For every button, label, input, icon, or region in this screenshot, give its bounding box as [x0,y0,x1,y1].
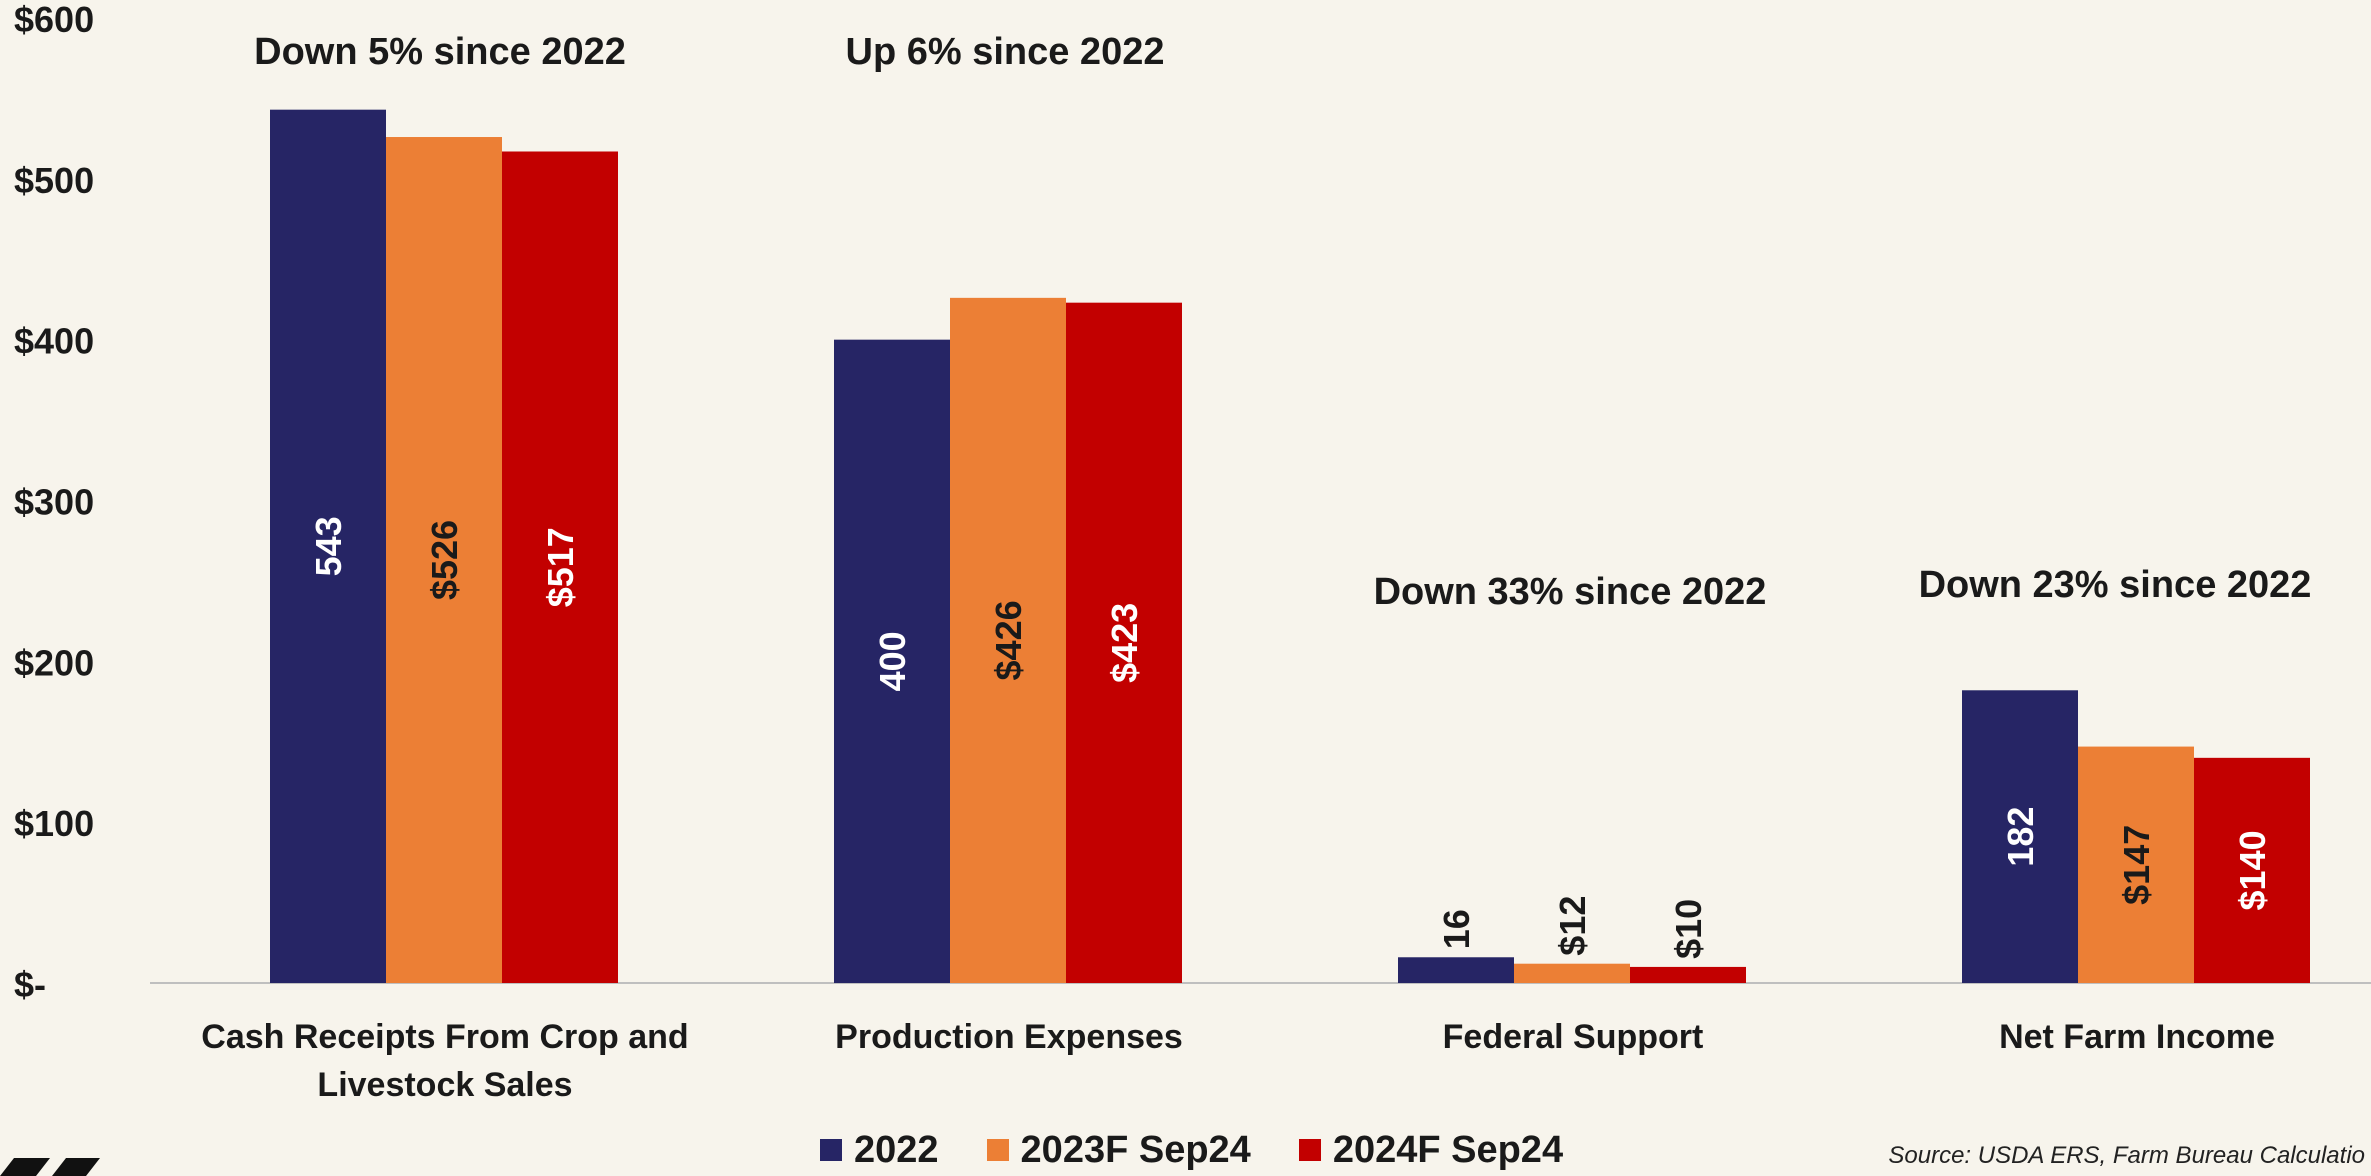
y-tick-label: $400 [14,321,94,362]
bar-value-label: $140 [2232,830,2273,910]
legend-label-2022: 2022 [854,1128,939,1171]
y-axis-ticks: $- $100 $200 $300 $400 $500 $600 [14,0,94,1005]
bar-value-label: 543 [308,516,349,576]
annotation-label: Down 33% since 2022 [1374,571,1767,613]
bar-value-label: $526 [424,520,465,600]
bar [1398,957,1514,983]
bar [1962,690,2078,983]
y-tick-label: $200 [14,642,94,683]
bar [1630,966,1746,983]
bar-value-label: 182 [2000,807,2041,867]
bar-value-label: $423 [1104,603,1145,683]
legend-label-2023f: 2023F Sep24 [1020,1128,1251,1171]
bar [386,137,502,983]
bar [1066,302,1182,983]
annotation-label: Up 6% since 2022 [846,31,1165,73]
bar [2194,757,2310,983]
annotations: Down 5% since 2022 Up 6% since 2022 Down 3… [254,31,2311,613]
x-category-label: Production Expenses [835,1018,1183,1056]
y-tick-label: $100 [14,803,94,844]
bar [834,339,950,984]
y-tick-label: $600 [14,0,94,40]
legend-swatch-2022 [820,1139,842,1161]
bar-value-label: $426 [988,600,1029,680]
legend-label-2024f: 2024F Sep24 [1332,1128,1564,1171]
category-labels: Cash Receipts From Crop and Livestock Sal… [201,1018,2275,1104]
legend-swatch-2024f [1298,1139,1321,1161]
bar [950,297,1066,984]
logo-fragment-icon [0,1158,100,1176]
bar [270,109,386,984]
annotation-label: Down 5% since 2022 [254,31,626,73]
x-category-label: Net Farm Income [1999,1018,2275,1056]
bar-value-label: 16 [1436,909,1477,949]
y-tick-label: $500 [14,160,94,201]
bar [502,151,618,983]
legend-item-2023f: 2023F Sep24 [986,1128,1251,1172]
bar-value-label: $517 [540,527,581,607]
bar-value-label: $12 [1552,896,1593,956]
bar-labels: 543 400 16 182 $526 $426 $12 $147 $517 $423 $10 $14… [308,516,2273,959]
legend-item-2022: 2022 [820,1129,939,1172]
y-tick-label: $300 [14,482,94,523]
x-category-label: Federal Support [1443,1018,1704,1056]
x-category-label: Livestock Sales [317,1066,572,1104]
y-tick-label: $- [14,964,46,1005]
bar-value-label: $10 [1668,899,1709,959]
x-category-label: Cash Receipts From Crop and [201,1018,688,1056]
legend-item-2024f: 2024F Sep24 [1298,1128,1564,1172]
bar-value-label: $147 [2116,825,2157,905]
source-note: Source: USDA ERS, Farm Bureau Calculatio [1888,1142,2365,1169]
bars [270,109,2310,984]
legend: 2022 2023F Sep24 2024F Sep24 [820,1128,1563,1172]
bar [1514,963,1630,983]
bar-value-label: 400 [872,631,913,691]
bar [2078,746,2194,983]
legend-swatch-2023f [986,1139,1009,1161]
annotation-label: Down 23% since 2022 [1919,564,2312,606]
